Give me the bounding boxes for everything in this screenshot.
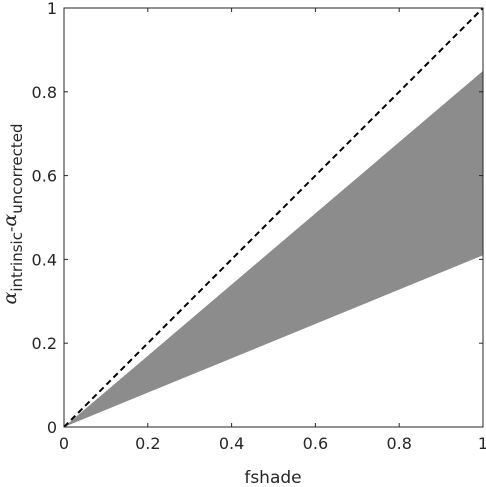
y-tick-label: 0.6 [32, 167, 57, 186]
x-axis-label: fshade [244, 468, 301, 487]
shaded-band [64, 70, 483, 427]
y-tick-label: 0 [47, 418, 57, 437]
x-tick-label: 1 [478, 434, 486, 453]
x-tick-label: 0.8 [386, 434, 411, 453]
plot-frame [63, 7, 484, 428]
y-axis-label-sub-1: intrinsic [8, 232, 26, 292]
y-axis-label-sub-2: uncorrected [8, 123, 26, 213]
y-tick-label: 1 [47, 0, 57, 18]
y-tick-label: 0.2 [32, 334, 57, 353]
x-tick-label: 0.6 [303, 434, 328, 453]
y-axis-label: αintrinsic-αuncorrected [0, 123, 26, 304]
y-axis-label-symbol-2: α [0, 214, 21, 227]
x-tick-label: 0 [59, 434, 69, 453]
x-tick-label: 0.2 [135, 434, 160, 453]
y-tick-label: 0.4 [32, 250, 57, 269]
y-axis-label-separator: - [2, 227, 20, 232]
reference-line [63, 7, 484, 428]
x-tick-label: 0.4 [219, 434, 244, 453]
y-tick-label: 0.8 [32, 83, 57, 102]
y-axis-label-symbol-1: α [0, 292, 21, 305]
